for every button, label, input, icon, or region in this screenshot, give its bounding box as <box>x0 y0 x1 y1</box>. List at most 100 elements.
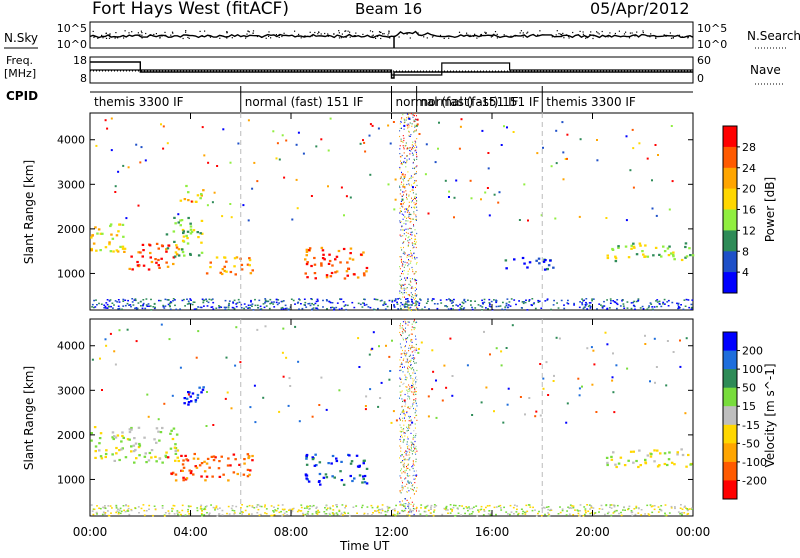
ground-cell <box>262 303 265 305</box>
range-gate-cell <box>133 437 136 440</box>
noise-cell <box>413 399 415 401</box>
noise-cell <box>400 183 402 185</box>
nsearch-point <box>629 32 631 34</box>
ground-cell <box>601 307 604 309</box>
nsearch-point <box>473 34 476 36</box>
ground-cell <box>552 304 555 306</box>
ground-cell <box>201 510 203 512</box>
range-gate-cell <box>315 464 318 467</box>
ground-cell <box>588 304 591 307</box>
noise-cell <box>401 327 403 329</box>
noise-cell <box>405 403 407 405</box>
sparse-cell <box>283 176 286 179</box>
ground-cell <box>294 303 296 305</box>
nsearch-point <box>123 37 125 39</box>
ground-cell <box>579 301 581 303</box>
range-gate-cell <box>221 268 225 271</box>
range-gate-cell <box>513 258 516 261</box>
nsearch-point <box>636 31 638 33</box>
noise-cell <box>415 283 417 285</box>
range-gate-cell <box>172 230 176 233</box>
ground-cell <box>584 303 587 306</box>
noise-cell <box>407 337 409 339</box>
ground-cell <box>415 301 418 303</box>
ground-cell <box>542 506 545 509</box>
ground-cell <box>288 509 290 511</box>
noise-cell <box>414 197 415 199</box>
nsearch-point <box>380 37 382 40</box>
sparse-cell <box>310 195 313 197</box>
ground-cell <box>395 504 397 507</box>
ground-cell <box>167 299 170 301</box>
ground-cell <box>540 307 543 309</box>
noise-cell <box>408 294 410 296</box>
nsearch-point <box>268 35 270 37</box>
ground-cell <box>129 304 132 306</box>
noise-cell <box>407 463 409 465</box>
range-gate-cell <box>342 483 346 486</box>
noise-cell <box>401 353 403 355</box>
range-gate-cell <box>174 452 178 455</box>
range-gate-cell <box>365 467 369 470</box>
ground-cell <box>265 508 268 510</box>
sparse-cell <box>372 331 375 334</box>
nsearch-point <box>247 30 249 32</box>
noise-cell <box>406 451 408 453</box>
ground-cell <box>637 299 640 302</box>
noise-cell <box>412 269 414 271</box>
range-gate-cell <box>180 219 184 222</box>
range-gate-cell <box>346 261 349 264</box>
noise-cell <box>406 459 408 461</box>
ground-cell <box>637 298 640 300</box>
range-gate-cell <box>161 426 164 430</box>
noise-cell <box>403 148 405 150</box>
noise-cell <box>406 254 408 256</box>
range-gate-cell <box>137 426 141 429</box>
ground-cell <box>169 308 172 310</box>
range-gate-cell <box>307 480 311 483</box>
ground-cell <box>130 508 133 511</box>
noise-cell <box>415 400 417 402</box>
range-gate-cell <box>176 456 179 459</box>
x-tick-label: 08:00 <box>274 525 309 539</box>
ground-cell <box>276 303 279 306</box>
ground-cell <box>531 509 534 512</box>
range-gate-cell <box>331 264 334 267</box>
noise-cell <box>406 117 408 119</box>
ground-cell <box>408 514 411 517</box>
ground-cell <box>329 506 331 509</box>
nsearch-point <box>634 35 636 37</box>
nsearch-point <box>164 35 166 37</box>
ground-cell <box>460 305 463 307</box>
ground-cell <box>561 508 564 510</box>
ground-cell <box>463 307 466 309</box>
sparse-cell <box>483 330 485 333</box>
noise-cell <box>399 283 401 285</box>
ground-cell <box>228 302 230 305</box>
nsearch-point <box>691 36 693 38</box>
ground-cell <box>447 308 450 310</box>
nsearch-point <box>377 35 379 38</box>
range-gate-cell <box>363 474 367 478</box>
noise-cell <box>413 328 415 331</box>
ground-cell <box>163 515 166 517</box>
ground-cell <box>212 308 215 310</box>
ground-cell <box>394 299 397 301</box>
sparse-cell <box>247 119 250 122</box>
range-gate-cell <box>108 243 111 246</box>
ground-cell <box>677 304 680 306</box>
range-gate-cell <box>650 453 653 456</box>
noise-cell <box>400 210 401 212</box>
noise-cell <box>412 403 414 405</box>
ground-cell <box>184 305 186 307</box>
ground-cell <box>300 303 302 305</box>
range-gate-cell <box>189 222 192 225</box>
noise-cell <box>399 491 401 493</box>
noise-cell <box>404 229 405 231</box>
range-gate-cell <box>635 459 638 463</box>
sparse-cell <box>287 404 290 407</box>
noise-cell <box>408 294 410 296</box>
noise-cell <box>409 408 411 410</box>
nsearch-point <box>340 37 342 39</box>
ground-cell <box>415 507 418 509</box>
